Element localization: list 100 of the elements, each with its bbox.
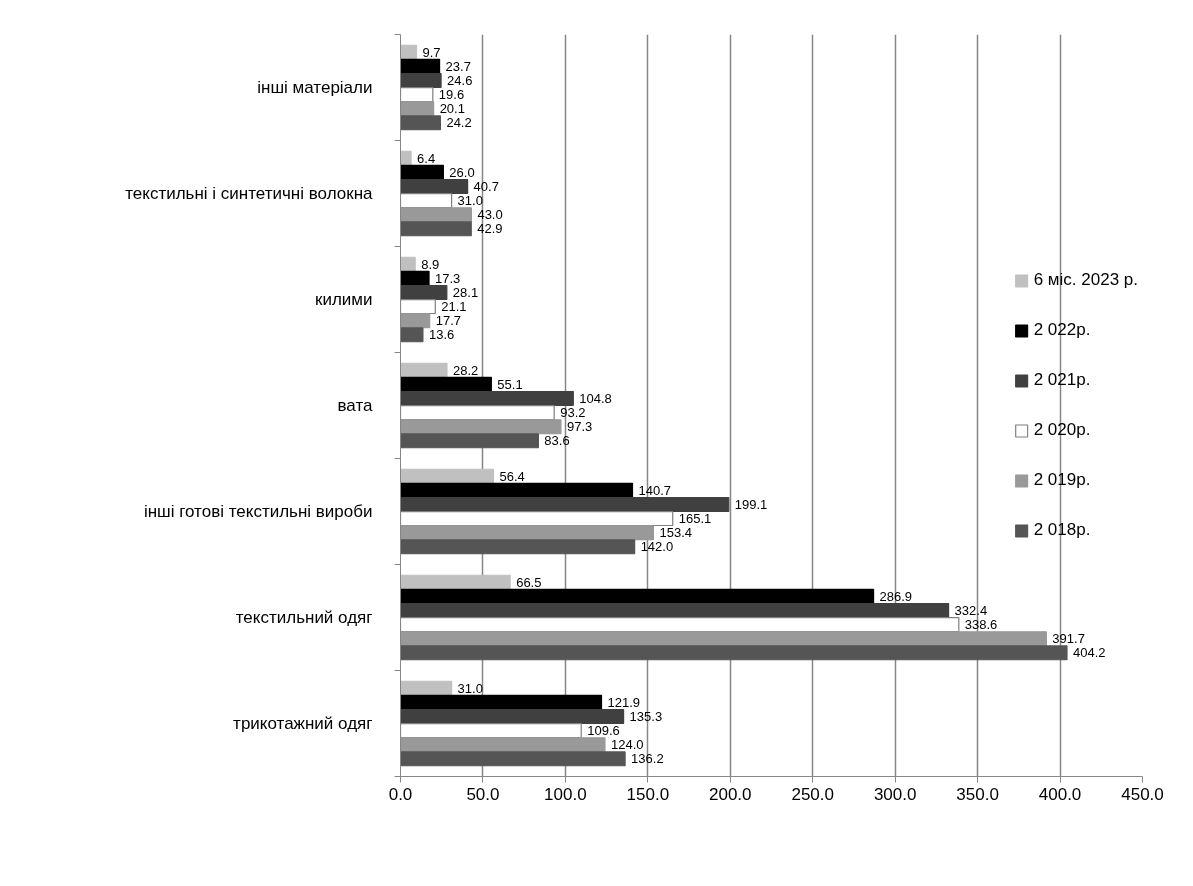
bar bbox=[400, 751, 626, 767]
data-label: 83.6 bbox=[544, 433, 570, 449]
bar bbox=[400, 588, 875, 604]
data-label: 55.1 bbox=[497, 376, 523, 392]
y-tick-label: текстильні і синтетичні волокна bbox=[125, 184, 374, 203]
data-label: 43.0 bbox=[477, 207, 503, 223]
data-label: 13.6 bbox=[428, 327, 455, 343]
x-tick-label: 0.0 bbox=[388, 784, 413, 804]
bar bbox=[400, 574, 511, 590]
y-tick-label: трикотажний одяг bbox=[233, 714, 373, 733]
data-label: 338.6 bbox=[964, 617, 998, 633]
bar bbox=[400, 631, 1047, 647]
x-tick-label: 150.0 bbox=[626, 784, 670, 804]
bar bbox=[400, 645, 1068, 661]
data-label: 56.4 bbox=[499, 468, 525, 484]
bar bbox=[400, 256, 416, 272]
legend-label: 2 020р. bbox=[1033, 420, 1091, 440]
data-label: 97.3 bbox=[566, 419, 593, 435]
data-label: 142.0 bbox=[640, 539, 674, 555]
data-label: 31.0 bbox=[457, 193, 483, 209]
data-label: 199.1 bbox=[734, 496, 768, 512]
data-label: 124.0 bbox=[610, 737, 644, 753]
bar bbox=[400, 284, 448, 300]
bar bbox=[400, 737, 606, 753]
bar bbox=[400, 178, 469, 194]
data-label: 21.1 bbox=[441, 299, 467, 315]
bar bbox=[400, 419, 562, 435]
data-label: 332.4 bbox=[954, 602, 988, 618]
bar bbox=[400, 496, 730, 512]
bar bbox=[400, 390, 574, 406]
bar bbox=[400, 221, 472, 237]
data-label: 26.0 bbox=[449, 164, 475, 180]
data-label: 28.2 bbox=[453, 362, 479, 378]
y-tick-label: інші матеріали bbox=[257, 78, 373, 97]
bar bbox=[400, 708, 625, 724]
data-label: 104.8 bbox=[579, 390, 612, 406]
data-label: 165.1 bbox=[678, 511, 712, 527]
data-label: 24.6 bbox=[447, 72, 473, 88]
data-label: 28.1 bbox=[452, 284, 479, 300]
bar bbox=[400, 270, 430, 286]
data-label: 9.7 bbox=[422, 44, 441, 60]
bar bbox=[400, 207, 472, 223]
data-label: 17.7 bbox=[435, 313, 461, 329]
x-tick-label: 350.0 bbox=[956, 784, 999, 804]
data-label: 19.6 bbox=[438, 87, 465, 103]
legend-label: 2 018р. bbox=[1033, 520, 1091, 540]
bar bbox=[400, 150, 412, 166]
data-label: 6.4 bbox=[417, 150, 436, 166]
bar bbox=[400, 602, 950, 618]
y-tick-label: інші готові текстильні вироби bbox=[143, 502, 373, 521]
bar bbox=[400, 313, 431, 329]
x-tick-label: 50.0 bbox=[466, 784, 500, 804]
legend-label: 2 022р. bbox=[1033, 320, 1091, 340]
legend-label: 2 021р. bbox=[1033, 370, 1091, 390]
data-label: 140.7 bbox=[638, 482, 672, 498]
data-label: 42.9 bbox=[477, 221, 503, 237]
data-label: 153.4 bbox=[659, 525, 692, 541]
bar bbox=[400, 101, 435, 117]
bar bbox=[400, 58, 441, 74]
bar bbox=[400, 680, 453, 696]
x-tick-label: 450.0 bbox=[1121, 784, 1164, 804]
x-tick-label: 250.0 bbox=[791, 784, 834, 804]
bar bbox=[400, 482, 634, 498]
bar bbox=[400, 164, 444, 180]
data-label: 121.9 bbox=[607, 694, 641, 710]
bar bbox=[400, 327, 424, 343]
data-label: 66.5 bbox=[516, 574, 542, 590]
data-label: 404.2 bbox=[1072, 645, 1106, 661]
data-label: 93.2 bbox=[560, 405, 586, 421]
bar bbox=[400, 539, 636, 555]
y-tick-label: килими bbox=[314, 290, 373, 309]
bar bbox=[400, 44, 418, 60]
x-tick-label: 300.0 bbox=[873, 784, 917, 804]
x-tick-label: 100.0 bbox=[544, 784, 587, 804]
bar bbox=[400, 72, 442, 88]
legend-label: 2 019р. bbox=[1033, 470, 1091, 490]
x-tick-label: 200.0 bbox=[709, 784, 752, 804]
data-label: 109.6 bbox=[587, 723, 620, 739]
data-label: 135.3 bbox=[629, 708, 663, 724]
bar bbox=[400, 433, 539, 449]
bar bbox=[400, 468, 495, 484]
bar bbox=[400, 376, 492, 392]
data-label: 23.7 bbox=[445, 58, 471, 74]
data-label: 391.7 bbox=[1052, 631, 1085, 647]
data-label: 8.9 bbox=[421, 256, 440, 272]
data-label: 31.0 bbox=[457, 680, 483, 696]
data-label: 40.7 bbox=[473, 178, 499, 194]
y-tick-label: вата bbox=[337, 396, 374, 415]
bar bbox=[400, 115, 441, 131]
data-label: 286.9 bbox=[879, 588, 913, 604]
legend-label: 6 міс. 2023 р. bbox=[1033, 270, 1138, 290]
data-label: 136.2 bbox=[631, 751, 664, 767]
data-label: 17.3 bbox=[435, 270, 461, 286]
x-tick-label: 400.0 bbox=[1038, 784, 1082, 804]
data-label: 20.1 bbox=[439, 101, 465, 117]
data-label: 24.2 bbox=[446, 115, 472, 131]
bar bbox=[400, 525, 655, 541]
bar bbox=[400, 362, 448, 378]
bar bbox=[400, 694, 603, 710]
y-tick-label: текстильний одяг bbox=[235, 608, 373, 627]
